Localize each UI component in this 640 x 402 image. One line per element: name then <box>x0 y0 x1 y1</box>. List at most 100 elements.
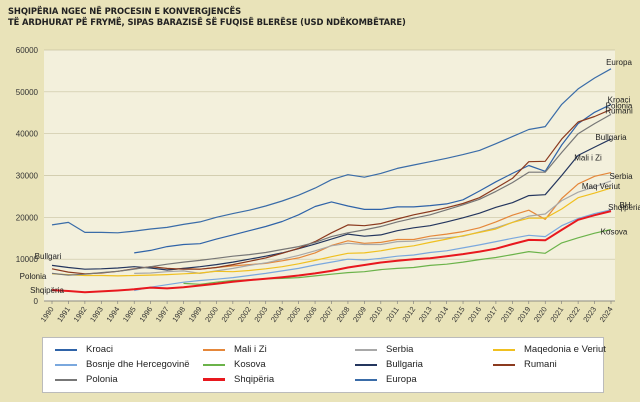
chart-title: SHQIPËRIA NGEC NË PROCESIN E KONVERGJENC… <box>8 6 406 28</box>
x-tick-label: 2004 <box>269 305 286 324</box>
series-line-polonia <box>51 113 612 276</box>
legend-label: Rumani <box>524 359 557 370</box>
x-tick-label: 2003 <box>252 305 269 324</box>
legend-label: Serbia <box>386 344 414 355</box>
series-end-label: Shqipëria <box>608 203 640 212</box>
series-start-label: Bullgari <box>35 252 62 261</box>
legend-swatch <box>355 363 377 366</box>
legend-item: Mali i Zi <box>203 344 267 355</box>
y-tick-label: 50000 <box>16 88 39 97</box>
chart-title-line1: SHQIPËRIA NGEC NË PROCESIN E KONVERGJENC… <box>8 6 242 16</box>
x-tick-label: 2016 <box>466 305 483 324</box>
legend-item: Maqedonia e Veriut <box>493 344 606 355</box>
series-start-label: Shqipëria <box>30 286 64 295</box>
legend-item: Kosova <box>203 359 266 370</box>
series-end-label: BH <box>619 201 630 210</box>
legend-swatch <box>55 363 77 366</box>
series-end-label: Kroaci <box>608 95 631 104</box>
y-tick-label: 60000 <box>16 46 39 55</box>
series-end-label: Mali i Zi <box>574 154 602 163</box>
x-tick-label: 2022 <box>565 305 582 324</box>
x-tick-label: 1998 <box>170 305 187 324</box>
legend-label: Europa <box>386 374 417 385</box>
y-tick-label: 40000 <box>16 130 39 139</box>
x-tick-label: 1993 <box>88 305 105 324</box>
legend-label: Shqipëria <box>234 374 275 385</box>
x-tick-label: 1996 <box>137 305 154 324</box>
legend-label: Kosova <box>234 359 266 370</box>
legend-item: Europa <box>355 374 417 385</box>
series-start-label: Polonia <box>20 272 47 281</box>
legend-swatch <box>355 378 377 381</box>
legend-label: Kroaci <box>86 344 113 355</box>
x-tick-label: 1991 <box>55 305 72 324</box>
legend-item: Rumani <box>493 359 557 370</box>
series-end-label: Europa <box>606 58 632 67</box>
y-tick-label: 10000 <box>16 255 39 264</box>
x-tick-label: 2001 <box>220 305 237 324</box>
series-end-label: Bullgaria <box>595 133 627 142</box>
x-tick-label: 2013 <box>417 305 434 324</box>
x-tick-label: 2021 <box>548 305 565 324</box>
x-tick-label: 2007 <box>318 305 335 324</box>
x-tick-label: 2000 <box>203 305 220 324</box>
series-end-label: Kosova <box>601 227 628 236</box>
x-tick-label: 2005 <box>285 305 302 324</box>
series-end-label: Rumani <box>605 106 633 115</box>
legend-swatch <box>203 378 225 381</box>
x-tick-label: 2020 <box>532 305 549 324</box>
x-tick-label: 2023 <box>581 305 598 324</box>
chart-title-line2: TË ARDHURAT PË FRYMË, SIPAS BARAZISË SË … <box>8 17 406 27</box>
legend-label: Maqedonia e Veriut <box>524 344 606 355</box>
x-tick-label: 2011 <box>384 305 401 323</box>
x-tick-label: 2008 <box>335 305 352 324</box>
x-tick-label: 1992 <box>72 305 89 324</box>
legend-label: Mali i Zi <box>234 344 267 355</box>
x-tick-label: 1997 <box>154 305 171 324</box>
series-end-label: Serbia <box>609 172 633 181</box>
legend-item: Serbia <box>355 344 413 355</box>
x-tick-label: 2002 <box>236 305 253 324</box>
legend-swatch <box>355 348 377 351</box>
series-end-label: Polonia <box>606 101 633 110</box>
x-tick-label: 1990 <box>39 305 56 324</box>
y-tick-label: 30000 <box>16 172 39 181</box>
x-tick-label: 1999 <box>187 305 204 324</box>
series-line-kroaci <box>134 103 612 254</box>
series-line-europa <box>51 68 612 234</box>
x-tick-label: 2010 <box>368 305 385 324</box>
x-tick-label: 2014 <box>433 305 450 324</box>
series-end-label: Maq Veriut <box>582 182 621 191</box>
legend-item: Bullgaria <box>355 359 423 370</box>
legend-swatch <box>55 348 77 351</box>
legend-swatch <box>55 378 77 381</box>
legend-label: Bullgaria <box>386 359 423 370</box>
legend: Kroaci Mali i Zi Serbia Maqedonia e Veriut B… <box>42 337 606 393</box>
x-tick-label: 2006 <box>302 305 319 324</box>
x-tick-label: 2017 <box>483 305 500 324</box>
x-tick-label: 2012 <box>400 305 417 324</box>
legend-item: Kroaci <box>55 344 113 355</box>
series-line-shqipëria <box>51 210 612 294</box>
legend-label: Polonia <box>86 374 118 385</box>
legend-item: Polonia <box>55 374 118 385</box>
x-tick-label: 2009 <box>351 305 368 324</box>
x-tick-label: 2024 <box>598 305 615 324</box>
legend-swatch <box>493 363 515 366</box>
x-tick-label: 2018 <box>499 305 516 324</box>
legend-swatch <box>203 363 225 366</box>
y-tick-label: 0 <box>34 297 39 306</box>
legend-swatch <box>493 348 515 351</box>
legend-item: Shqipëria <box>203 374 274 385</box>
y-tick-label: 20000 <box>16 213 39 222</box>
x-tick-label: 1995 <box>121 305 138 324</box>
legend-label: Bosnje dhe Hercegovinë <box>86 359 190 370</box>
legend-item: Bosnje dhe Hercegovinë <box>55 359 190 370</box>
x-tick-label: 1994 <box>104 305 121 324</box>
series-line-maqedonia-e-veriut <box>51 187 612 277</box>
x-tick-label: 2015 <box>450 305 467 324</box>
series-line-bosnje-dhe-hercegovinë <box>134 209 612 292</box>
legend-swatch <box>203 348 225 351</box>
x-tick-label: 2019 <box>515 305 532 324</box>
